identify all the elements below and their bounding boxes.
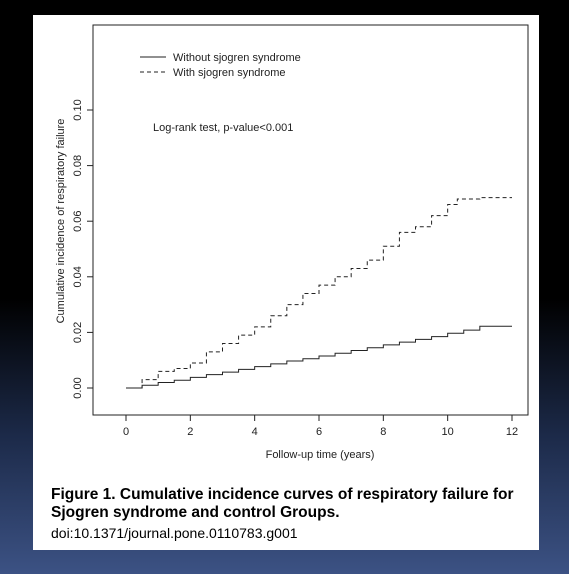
x-tick-label: 4 [252,426,258,438]
figure-card: 0 2 4 6 8 10 12 0.00 0.02 0.04 0.06 0.08 0.10 Withou… [33,15,539,550]
x-axis-title: Follow-up time (years) [266,449,375,461]
caption-title: Figure 1. Cumulative incidence curves of… [51,486,514,521]
series-lines [126,197,512,389]
x-tick-label: 12 [506,426,518,438]
y-tick-label: 0.04 [72,266,84,287]
legend: Without sjogren syndrome With sjogren sy… [140,52,301,79]
x-tick-label: 10 [442,426,454,438]
y-tick-label: 0.00 [72,377,84,398]
x-tick-label: 0 [123,426,129,438]
x-tick-label: 2 [187,426,193,438]
chart: 0 2 4 6 8 10 12 0.00 0.02 0.04 0.06 0.08 0.10 Withou… [55,24,529,461]
annotation: Log-rank test, p-value<0.001 [153,122,293,134]
legend-label-without: Without sjogren syndrome [173,52,301,64]
plot-frame [92,24,529,416]
y-tick-label: 0.02 [72,322,84,343]
legend-label-with: With sjogren syndrome [173,67,286,79]
y-axis-title: Cumulative incidence of respiratory fail… [55,119,67,324]
figure-caption: Figure 1. Cumulative incidence curves of… [51,486,537,542]
axis-ticks: 0 2 4 6 8 10 12 0.00 0.02 0.04 0.06 0.08 0.10 [72,99,518,438]
y-tick-label: 0.08 [72,155,84,176]
caption-doi: doi:10.1371/journal.pone.0110783.g001 [51,525,298,541]
series-line-without-sjogren [126,325,512,389]
x-tick-label: 8 [380,426,386,438]
series-line-with-sjogren [126,197,512,389]
y-tick-label: 0.06 [72,210,84,231]
y-tick-label: 0.10 [72,99,84,120]
x-tick-label: 6 [316,426,322,438]
